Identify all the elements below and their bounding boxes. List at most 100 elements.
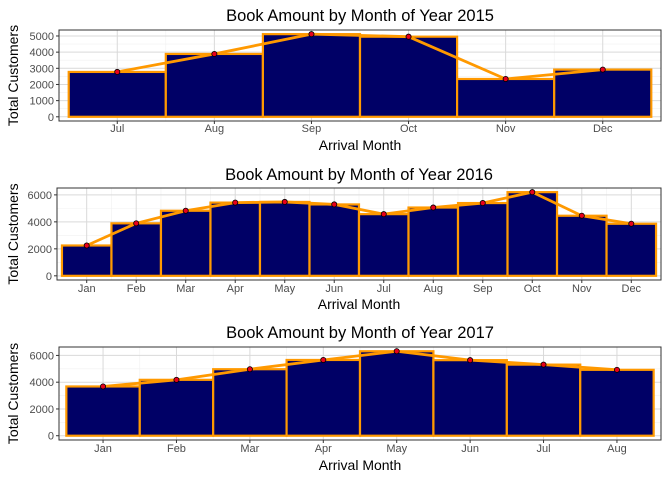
trend-line	[117, 32, 603, 81]
x-tick-label: Jul	[537, 443, 551, 455]
data-point-jul	[540, 361, 547, 368]
x-axis-label: Arrival Month	[319, 137, 401, 153]
x-tick-label: Apr	[315, 443, 332, 455]
panel-border	[58, 346, 662, 441]
bar-jan	[60, 244, 113, 277]
y-tick-label: 4000	[30, 377, 54, 389]
y-tick-label: 0	[48, 431, 54, 443]
data-point-jan	[83, 242, 90, 249]
chart-panel-1: 0 1000 2000 3000 4000 5000 Jul Aug Sep Oct Nov Dec B…	[5, 7, 662, 153]
chart-title: Book Amount by Month of Year 2016	[225, 166, 493, 184]
x-tick-label: Nov	[496, 123, 516, 135]
x-tick-label: Jan	[78, 283, 96, 295]
bar-nov	[455, 77, 556, 118]
y-tick-label: 6000	[30, 350, 54, 362]
x-tick-label: Feb	[127, 283, 146, 295]
chart-panel-3: 0 2000 4000 6000 Jan Feb Mar Apr May Jun Jul Aug Boo…	[5, 324, 662, 473]
bar-jan	[65, 385, 141, 437]
bar-sep	[261, 33, 362, 118]
x-tick-label: Jun	[325, 283, 343, 295]
y-tick-label: 6000	[28, 190, 52, 202]
data-point-aug	[211, 50, 218, 57]
chart-panel-2: 0 2000 4000 6000 Jan Feb Mar Apr May Jun Jul Aug Sep…	[5, 166, 662, 312]
data-point-may	[393, 348, 400, 355]
data-point-aug	[613, 366, 620, 373]
y-tick-label: 4000	[28, 217, 52, 229]
bar-feb	[138, 378, 215, 437]
data-point-jun	[331, 201, 338, 208]
data-point-oct	[405, 33, 412, 40]
x-axis-label: Arrival Month	[318, 296, 400, 312]
x-tick-label: Jul	[110, 123, 124, 135]
x-tick-label: Apr	[227, 283, 244, 295]
data-point-mar	[182, 207, 189, 214]
y-tick-label: 1000	[30, 96, 54, 108]
bar-aug	[164, 52, 265, 118]
y-axis-label: Total Customers	[5, 183, 21, 284]
x-tick-label: Mar	[240, 443, 259, 455]
data-point-sep	[308, 31, 315, 38]
y-tick-label: 3000	[30, 63, 54, 75]
x-tick-label: Dec	[622, 283, 642, 295]
bar-apr	[285, 358, 362, 437]
bar-may	[358, 350, 435, 437]
y-tick-label: 2000	[30, 404, 54, 416]
data-point-jan	[100, 383, 107, 390]
trend-line	[86, 190, 632, 247]
data-point-jul	[380, 211, 387, 218]
x-tick-label: Aug	[205, 123, 225, 135]
data-point-mar	[246, 366, 253, 373]
bar-jul	[357, 213, 410, 277]
bar-aug	[407, 206, 460, 277]
bar-oct	[506, 191, 559, 277]
data-point-apr	[232, 199, 239, 206]
bar-sep	[456, 201, 509, 277]
data-point-nov	[502, 75, 509, 82]
y-tick-label: 2000	[30, 79, 54, 91]
x-axis-label: Arrival Month	[319, 457, 401, 473]
x-tick-label: Jul	[377, 283, 391, 295]
x-tick-label: Oct	[524, 283, 541, 295]
x-tick-label: May	[274, 283, 295, 295]
bar-jun	[432, 359, 508, 437]
x-tick-label: Jun	[461, 443, 479, 455]
data-point-jul	[114, 68, 121, 75]
y-tick-label: 4000	[30, 47, 54, 59]
panel-border	[58, 29, 662, 122]
data-point-sep	[479, 200, 486, 207]
x-tick-label: Aug	[423, 283, 443, 295]
data-point-dec	[599, 66, 606, 73]
y-tick-label: 2000	[28, 244, 52, 256]
data-point-aug	[430, 204, 437, 211]
bar-oct	[358, 35, 459, 118]
x-tick-label: Sep	[473, 283, 493, 295]
bar-jun	[308, 203, 361, 277]
x-tick-label: Dec	[593, 123, 613, 135]
y-axis-label: Total Customers	[5, 343, 21, 444]
data-point-oct	[529, 189, 536, 196]
bar-jul	[67, 70, 167, 118]
bar-may	[258, 200, 311, 277]
trend-line	[102, 349, 618, 388]
bar-mar	[159, 209, 212, 277]
y-axis-label: Total Customers	[5, 25, 21, 126]
bar-nov	[555, 214, 608, 277]
bar-dec	[553, 68, 653, 118]
x-tick-label: Feb	[167, 443, 186, 455]
y-tick-label: 0	[48, 112, 54, 124]
bar-mar	[212, 368, 288, 437]
data-point-may	[281, 198, 288, 205]
bar-jul	[505, 363, 582, 437]
bar-aug	[579, 368, 655, 437]
chart-title: Book Amount by Month of Year 2015	[226, 7, 494, 25]
data-point-feb	[173, 376, 180, 383]
data-point-feb	[133, 220, 140, 227]
data-point-jun	[467, 357, 474, 364]
x-tick-label: Oct	[400, 123, 417, 135]
data-point-nov	[578, 212, 585, 219]
bar-apr	[209, 201, 262, 277]
bar-dec	[605, 222, 658, 277]
x-tick-label: Mar	[176, 283, 195, 295]
data-point-dec	[628, 220, 635, 227]
